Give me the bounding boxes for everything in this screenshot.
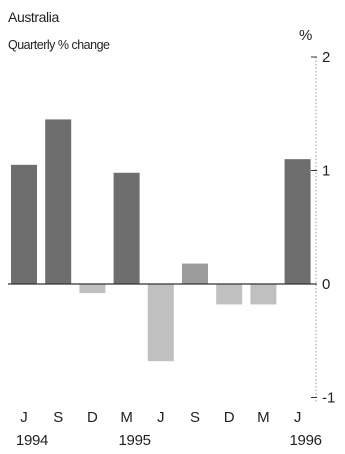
x-tick-label-8: J (294, 409, 302, 426)
bar-6 (216, 284, 243, 305)
y-tick-label-1: 1 (322, 163, 330, 180)
bar-3 (113, 172, 140, 284)
bar-1 (45, 119, 72, 284)
x-tick-label-6: D (224, 409, 235, 426)
bar-8 (284, 159, 311, 284)
bar-7 (250, 284, 277, 305)
x-tick-label-1: S (53, 409, 63, 426)
x-tick-label-5: S (190, 409, 200, 426)
bars-group (11, 119, 311, 362)
y-tick-label-0: 2 (322, 49, 330, 66)
x-tick-label-7: M (257, 409, 270, 426)
y-axis-unit-label: % (299, 27, 312, 44)
bar-4 (147, 284, 174, 362)
chart-subtitle: Quarterly % change (8, 38, 110, 52)
y-ticks-group: 2 1 0 -1 (311, 49, 335, 407)
bar-5 (182, 263, 208, 284)
x-tick-label-2: D (87, 409, 98, 426)
y-tick-label-2: 0 (322, 276, 330, 293)
year-label-2: 1996 (290, 432, 322, 449)
y-tick-label-3: -1 (322, 390, 335, 407)
x-tick-label-0: J (20, 409, 28, 426)
year-label-0: 1994 (16, 432, 48, 449)
chart-title: Australia (8, 9, 59, 25)
x-tick-label-3: M (120, 409, 133, 426)
x-tick-label-4: J (157, 409, 165, 426)
bar-0 (11, 164, 37, 284)
x-ticks-group: J S D M J S D M J 1994 1995 1996 (16, 409, 322, 449)
year-label-1: 1995 (119, 432, 151, 449)
bar-2 (79, 284, 106, 294)
